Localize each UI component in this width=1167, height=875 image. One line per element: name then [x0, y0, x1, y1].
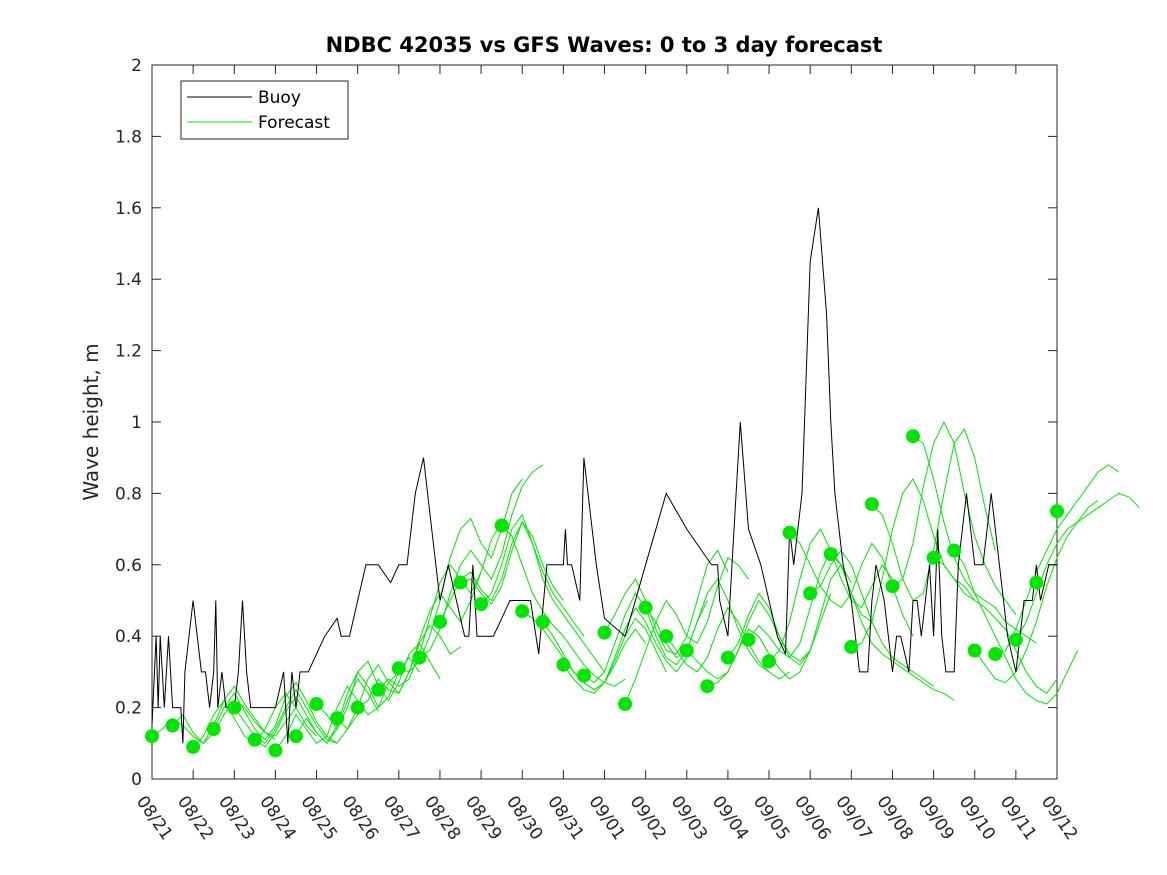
- forecast-run-line: [604, 549, 729, 655]
- forecast-point: [186, 739, 201, 754]
- forecast-point: [1050, 504, 1064, 519]
- plot-area: 00.20.40.60.811.21.41.61.82 08/2108/2208…: [115, 56, 1140, 844]
- forecast-point: [412, 650, 427, 665]
- y-tick-label: 1.6: [115, 199, 142, 219]
- y-tick-label: 0.6: [115, 556, 142, 576]
- forecast-point: [474, 597, 489, 612]
- forecast-run-line: [419, 464, 544, 659]
- legend-buoy-label: Buoy: [258, 88, 301, 108]
- forecast-run-line: [172, 685, 297, 745]
- forecast-point: [145, 729, 159, 744]
- forecast-point: [247, 732, 262, 747]
- forecast-point: [391, 661, 406, 676]
- forecast-run-line: [357, 571, 482, 709]
- forecast-point: [350, 700, 365, 715]
- y-tick-label: 0: [131, 770, 142, 790]
- forecast-run-line: [460, 520, 585, 637]
- forecast-point: [1008, 632, 1023, 647]
- forecast-run-line: [892, 420, 1017, 616]
- forecast-point: [330, 711, 345, 726]
- forecast-run-line: [624, 556, 749, 705]
- forecast-run-line: [953, 550, 1079, 705]
- y-tick-label: 0.8: [115, 484, 142, 504]
- forecast-point: [289, 729, 303, 744]
- forecast-point: [309, 697, 324, 711]
- forecast-point: [515, 604, 530, 619]
- forecast-point: [453, 575, 468, 590]
- forecast-point: [638, 600, 653, 615]
- y-tick-label: 1.8: [115, 127, 142, 147]
- forecast-point: [967, 643, 982, 658]
- legend-box: [180, 80, 349, 140]
- y-tick-label: 2: [131, 56, 142, 76]
- forecast-point: [947, 543, 962, 558]
- forecast-point: [597, 625, 612, 640]
- forecast-point: [1029, 575, 1044, 590]
- forecast-run-line: [1015, 492, 1140, 641]
- forecast-markers: [145, 429, 1064, 758]
- forecast-point: [906, 429, 920, 444]
- forecast-run-line: [871, 428, 996, 602]
- forecast-point: [371, 682, 386, 697]
- y-tick-label: 0.2: [115, 699, 142, 719]
- y-tick-label: 1.4: [115, 270, 142, 290]
- forecast-run-line: [213, 681, 338, 744]
- forecast-run-line: [995, 464, 1119, 655]
- forecast-point: [268, 743, 283, 758]
- forecast-point: [227, 700, 242, 715]
- forecast-point: [741, 632, 756, 647]
- forecast-point: [494, 518, 509, 533]
- forecast-run-line: [377, 521, 503, 691]
- forecast-run-line: [686, 628, 811, 680]
- legend-forecast-label: Forecast: [258, 113, 330, 133]
- forecast-run-line: [830, 553, 955, 701]
- forecast-run-line: [562, 606, 688, 694]
- forecast-point: [206, 722, 221, 736]
- forecast-point: [762, 654, 776, 669]
- chart-title: NDBC 42035 vs GFS Waves: 0 to 3 day fore…: [326, 33, 883, 57]
- forecast-point: [535, 614, 550, 629]
- forecast-run-line: [645, 578, 770, 673]
- forecast-point: [700, 679, 715, 694]
- forecast-point: [885, 579, 900, 594]
- forecast-point: [988, 647, 1003, 661]
- forecast-point: [165, 718, 180, 733]
- forecast-point: [864, 497, 879, 512]
- forecast-run-line: [665, 606, 790, 680]
- forecast-point: [556, 657, 571, 672]
- y-axis-ticks: 0 0.2 0.4 0.6 0.8 1 1.2 1.4 1.6 1.8 2: [115, 56, 1057, 790]
- y-tick-label: 1: [131, 413, 142, 433]
- forecast-point: [782, 525, 797, 540]
- legend: Buoy Forecast: [180, 80, 349, 140]
- forecast-point: [823, 547, 838, 562]
- forecast-point: [679, 643, 694, 658]
- forecast-point: [618, 697, 633, 711]
- forecast-run-line: [933, 557, 1058, 694]
- y-axis-label: Wave height, m: [79, 343, 103, 500]
- forecast-point: [433, 614, 447, 629]
- forecast-point: [720, 650, 735, 665]
- y-tick-label: 1.2: [115, 342, 142, 362]
- forecast-point: [659, 629, 674, 644]
- forecast-point: [576, 668, 591, 683]
- forecast-run-line: [480, 513, 605, 673]
- forecast-point: [844, 639, 859, 654]
- forecast-point: [926, 550, 941, 565]
- forecast-point: [803, 586, 818, 601]
- y-tick-label: 0.4: [115, 627, 142, 647]
